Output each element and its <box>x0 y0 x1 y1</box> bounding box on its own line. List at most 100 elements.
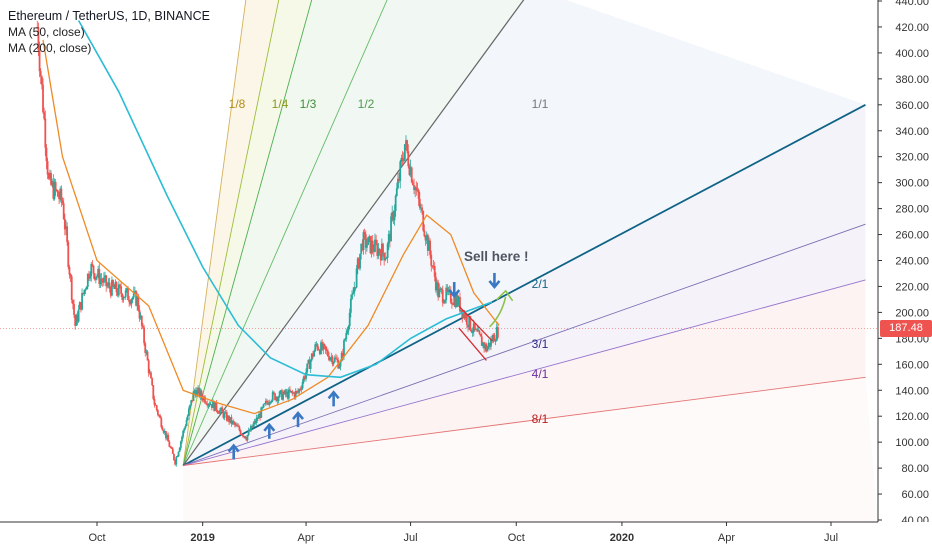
candle-body <box>251 425 253 428</box>
candle-body <box>291 391 294 393</box>
candle-body <box>125 288 128 291</box>
candle-body <box>99 278 102 285</box>
candle-body <box>318 349 321 354</box>
price-axis-label: 420.00 <box>895 22 929 34</box>
candle-body <box>283 390 286 395</box>
candle-body <box>453 296 456 305</box>
candle-body <box>289 389 291 393</box>
candle-body <box>124 290 127 297</box>
time-axis-label: Oct <box>88 532 105 544</box>
candle-body <box>91 263 94 266</box>
candle-body <box>90 263 93 276</box>
candle-body <box>315 344 318 346</box>
candle-body <box>107 282 110 286</box>
candle-body <box>51 181 54 185</box>
candle-body <box>366 244 368 248</box>
price-axis-label: 120.00 <box>895 411 929 423</box>
candle-body <box>322 343 325 350</box>
candle-body <box>468 316 471 328</box>
price-axis-label: 340.00 <box>895 126 929 138</box>
candle-body <box>225 412 228 421</box>
candle-body <box>245 438 248 441</box>
candle-body <box>343 340 345 357</box>
candle-body <box>176 456 179 458</box>
candle-body <box>480 336 483 346</box>
candle-body <box>38 50 41 72</box>
candle-body <box>464 314 467 319</box>
gann-label-4-1: 4/1 <box>532 367 549 381</box>
candle-body <box>49 172 51 179</box>
candle-body <box>290 391 293 393</box>
candle-body <box>254 420 257 423</box>
candle-body <box>193 390 196 393</box>
candle-body <box>287 389 290 399</box>
candle-body <box>438 288 441 298</box>
candle-body <box>344 338 347 341</box>
price-axis-label: 380.00 <box>895 74 929 86</box>
candle-body <box>47 174 50 179</box>
candle-body <box>392 212 395 221</box>
candle-body <box>372 249 375 252</box>
candle-body <box>433 266 436 277</box>
price-axis-label: 100.00 <box>895 437 929 449</box>
candle-body <box>406 140 409 152</box>
gann-label-1-8: 1/8 <box>229 97 246 111</box>
candle-body <box>46 161 49 175</box>
candle-body <box>201 396 204 401</box>
candle-body <box>65 226 67 230</box>
candle-body <box>194 390 197 397</box>
candle-body <box>246 434 249 441</box>
candle-body <box>50 172 52 185</box>
candle-body <box>78 302 81 310</box>
candle-body <box>474 323 476 330</box>
candle-body <box>286 391 289 399</box>
price-axis-label: 160.00 <box>895 359 929 371</box>
candle-body <box>306 363 309 373</box>
candle-body <box>425 234 428 241</box>
candle-body <box>55 190 58 192</box>
candle-body <box>363 232 366 235</box>
candle-body <box>214 401 217 411</box>
candle-body <box>409 167 412 175</box>
candle-body <box>455 295 458 307</box>
candle-body <box>73 303 75 315</box>
candle-body <box>248 430 251 432</box>
red-channel-line <box>458 327 487 361</box>
ma200-line <box>77 20 493 379</box>
candle-body <box>231 421 234 424</box>
candle-body <box>485 344 488 352</box>
candle-body <box>383 252 386 261</box>
candle-body <box>279 390 282 392</box>
candle-body <box>476 329 479 332</box>
candle-body <box>307 359 310 364</box>
candle-body <box>316 344 319 350</box>
candle-body <box>277 397 280 402</box>
candle-body <box>120 286 123 294</box>
candle-body <box>84 289 87 291</box>
candle-body <box>53 181 56 199</box>
candle-body <box>393 210 396 221</box>
candle-body <box>312 353 314 357</box>
candle-body <box>454 296 457 307</box>
candle-body <box>407 151 410 167</box>
arrow-head <box>327 390 340 400</box>
candle-body <box>267 402 270 405</box>
gann-label-8-1: 8/1 <box>532 412 549 426</box>
candle-body <box>420 207 422 209</box>
candle-body <box>146 351 149 361</box>
time-axis-label: Jul <box>404 532 418 544</box>
candle-body <box>281 390 283 400</box>
candle-body <box>131 297 134 300</box>
candle-body <box>264 400 267 404</box>
gann-label-1-1: 1/1 <box>532 97 549 111</box>
arrow-head <box>448 289 461 299</box>
candle-body <box>417 189 420 199</box>
candle-body <box>261 407 264 409</box>
candle-body <box>217 412 220 414</box>
candle-body <box>213 401 216 411</box>
candle-body <box>465 314 468 325</box>
gann-line-1-8 <box>182 0 247 466</box>
candle-body <box>490 338 492 347</box>
support-arrow-up <box>227 443 240 460</box>
candle-body <box>39 71 42 77</box>
